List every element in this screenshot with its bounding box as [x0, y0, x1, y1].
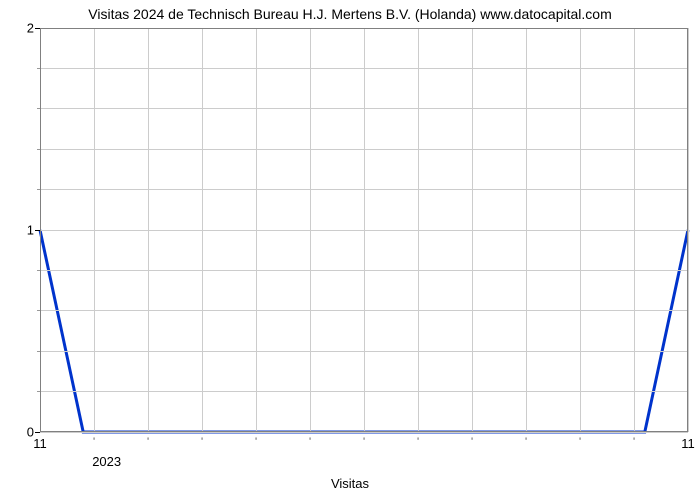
gridline-vertical — [148, 28, 149, 432]
y-tick-label: 1 — [4, 223, 34, 238]
x-minor-tick: ' — [93, 436, 95, 448]
x-minor-tick: ' — [363, 436, 365, 448]
y-minor-tick-mark — [37, 391, 40, 392]
gridline-vertical — [202, 28, 203, 432]
y-tick-mark — [35, 230, 40, 231]
x-minor-tick: ' — [201, 436, 203, 448]
gridline-vertical — [580, 28, 581, 432]
y-minor-tick-mark — [37, 189, 40, 190]
x-minor-tick: ' — [471, 436, 473, 448]
plot-border-left — [40, 28, 41, 432]
gridline-vertical — [310, 28, 311, 432]
x-minor-tick: ' — [525, 436, 527, 448]
y-minor-tick-mark — [37, 270, 40, 271]
plot-border-top — [40, 28, 688, 29]
x-minor-tick: ' — [633, 436, 635, 448]
x-tick-label: 11 — [681, 436, 695, 451]
data-line-layer — [0, 0, 700, 500]
y-tick-mark — [35, 28, 40, 29]
y-minor-tick-mark — [37, 68, 40, 69]
y-tick-mark — [35, 432, 40, 433]
gridline-vertical — [256, 28, 257, 432]
gridline-vertical — [634, 28, 635, 432]
line-chart: Visitas 2024 de Technisch Bureau H.J. Me… — [0, 0, 700, 500]
x-minor-tick: ' — [579, 436, 581, 448]
y-minor-tick-mark — [37, 108, 40, 109]
x-minor-tick: ' — [255, 436, 257, 448]
gridline-vertical — [526, 28, 527, 432]
gridline-vertical — [94, 28, 95, 432]
y-minor-tick-mark — [37, 351, 40, 352]
x-minor-tick: ' — [309, 436, 311, 448]
x-sublabel-2023: 2023 — [92, 454, 121, 469]
gridline-vertical — [418, 28, 419, 432]
y-tick-label: 2 — [4, 21, 34, 36]
plot-border-right — [687, 28, 688, 432]
x-minor-tick: ' — [147, 436, 149, 448]
gridline-vertical — [364, 28, 365, 432]
x-minor-tick: ' — [417, 436, 419, 448]
x-axis-label: Visitas — [0, 476, 700, 491]
plot-border-bottom — [40, 431, 688, 432]
x-tick-label: 11 — [33, 436, 47, 451]
gridline-vertical — [472, 28, 473, 432]
y-minor-tick-mark — [37, 149, 40, 150]
y-minor-tick-mark — [37, 310, 40, 311]
y-tick-label: 0 — [4, 425, 34, 440]
